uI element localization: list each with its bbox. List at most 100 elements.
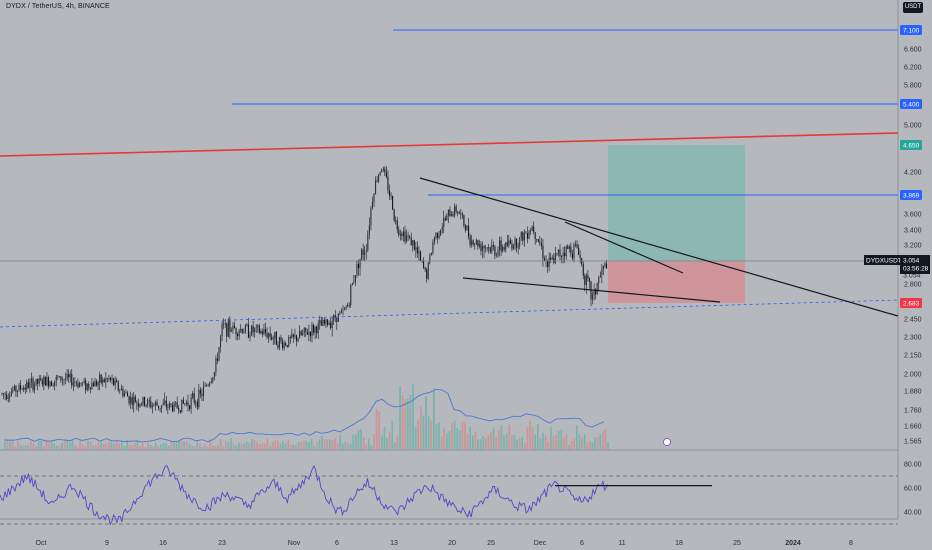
candle [189,404,191,412]
candle-body [119,390,121,391]
candle-body [244,325,246,333]
x-tick-label: Nov [288,540,301,547]
volume-bar [87,440,89,450]
candle-body [218,347,220,361]
candle [97,380,99,391]
badge-bg [900,99,922,109]
candle [182,396,184,405]
badge-label: 5.400 [903,102,920,109]
candle-body [299,331,301,339]
candle [43,375,45,391]
volume-bar [183,441,186,450]
candle [148,397,150,408]
volume-bar [295,444,297,450]
candle [446,213,448,221]
candle-body [168,403,170,408]
candle-body [247,324,249,338]
volume-bar [53,443,56,450]
candle-body [461,213,463,216]
candle [362,243,364,261]
candle-body [77,383,79,388]
candle-body [55,376,57,381]
candle [457,211,459,217]
candle [444,215,446,222]
candle [263,323,265,336]
candle-body [114,380,116,386]
candle-body [32,378,34,391]
candle-body [179,410,181,413]
volume-bar [373,434,375,450]
candle [75,380,77,387]
candle-body [230,330,232,332]
candle-body [140,403,143,405]
candle [317,319,319,340]
badge-bg [900,298,922,308]
candle [573,242,575,263]
candle-body [441,227,443,230]
candle [164,392,166,406]
candle-body [542,245,544,259]
candle-body [89,387,91,390]
candle-body [570,246,572,254]
candle-body [452,214,454,216]
volume-bar [383,426,386,450]
volume-bar [152,446,154,450]
candle-body [497,250,499,256]
candle [244,323,246,335]
volume-bar [214,446,217,450]
candle [7,393,9,403]
volume-bar [167,446,170,450]
candle [206,383,208,387]
candle [331,316,333,337]
candle-body [533,226,535,233]
candle-body [91,383,93,390]
candle-body [447,209,449,216]
candle-body [34,384,36,391]
volume-bar [22,445,24,450]
target-zone [608,145,745,261]
volume-bar [225,440,227,450]
candle-body [282,341,284,349]
rsi-tick-label: 60.00 [904,486,922,493]
candle [468,217,470,240]
candle [185,399,187,407]
candle-body [432,242,434,253]
candle [533,221,535,235]
volume-bar [316,442,318,450]
candle [232,322,234,334]
candle-body [556,253,558,254]
candle [161,404,163,413]
volume-bar [204,444,206,450]
candle [77,378,79,389]
volume-bar [235,445,238,450]
volume-bar [565,434,568,450]
candle [311,321,313,343]
candle-body [128,396,130,404]
candle [294,328,296,340]
candle-body [588,278,590,282]
candle [543,255,546,262]
volume-bar [131,445,134,450]
candle [351,282,353,286]
volume-bar [443,428,446,450]
candle-body [195,401,197,403]
candle [463,214,465,228]
candle-body [147,400,149,405]
candle [550,252,552,264]
candle-body [125,392,127,394]
candle [127,391,129,397]
candle-body [161,405,163,409]
candle-body [235,328,237,334]
candle-body [109,377,112,380]
candle [282,338,284,351]
volume-bar [539,437,542,450]
candle [382,166,384,172]
candle-body [106,378,108,380]
candle-body [463,215,465,226]
candle [179,410,181,414]
candle-body [516,238,518,248]
candle [140,401,143,407]
candle [578,244,580,256]
currency-button[interactable]: USDT [903,2,923,13]
